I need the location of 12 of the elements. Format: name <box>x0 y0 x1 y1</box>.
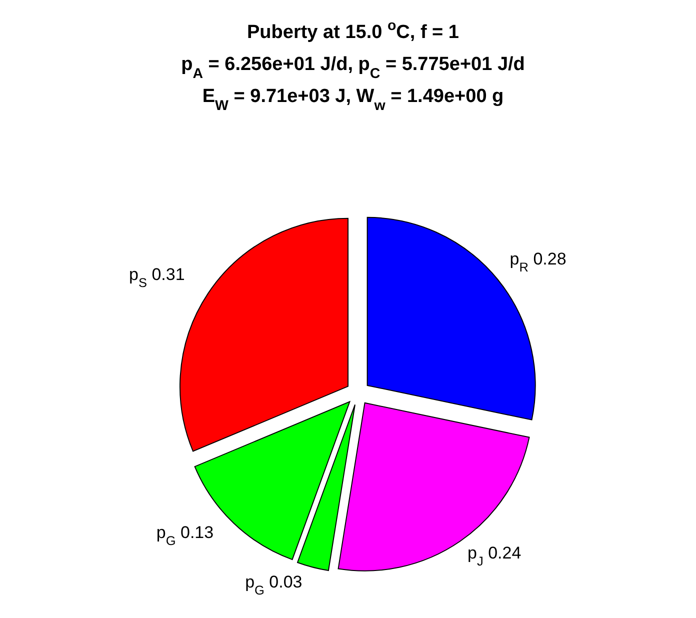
slice-label: p$_{S}$ <box>129 266 148 290</box>
data-label: 0.31 <box>147 266 185 285</box>
text: p$_{A}$ = 6.256e+01 J/d, p$_{C}$ = 5.775e+01 J/d E$_{W}$ = 9.71e+03 J, W$_{w}$ = 1.49e+00 g <box>181 54 525 114</box>
data-label: 0.13 <box>176 524 214 543</box>
slice-label: p$_{G}$ <box>156 524 176 548</box>
data-label: 0.24 <box>483 544 522 563</box>
data-label: 0.03 <box>264 573 302 592</box>
slice-label: p$_{R}$ <box>510 250 528 275</box>
chart-title: Puberty at 15.0 $^{o}$C, f = 1 <box>247 18 460 43</box>
data-label: 0.28 <box>528 250 566 270</box>
slice-label: p$_{G}$ <box>245 573 264 598</box>
slice-label: p$_{J}$ <box>468 544 484 568</box>
